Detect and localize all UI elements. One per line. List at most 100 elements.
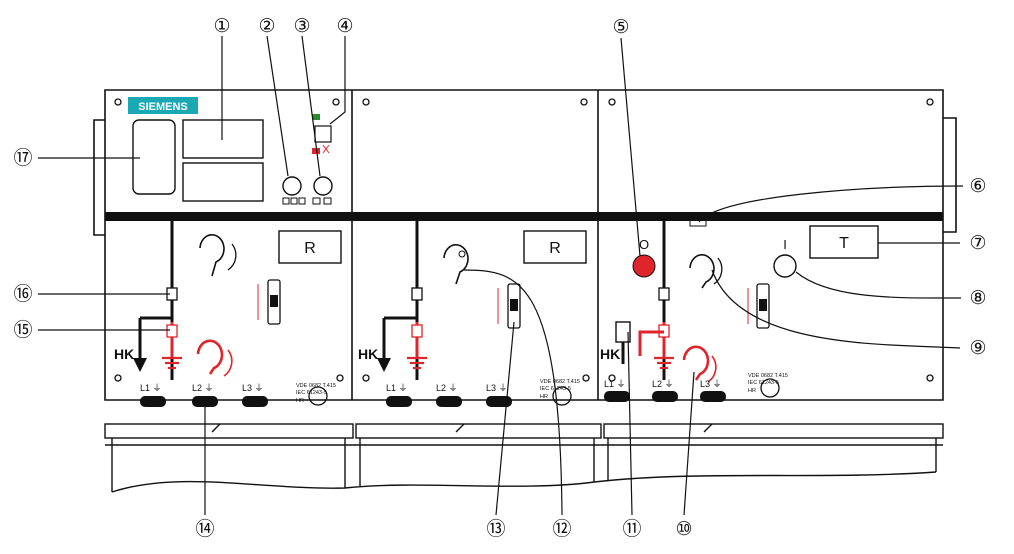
phase-l1-socket-3[interactable] xyxy=(604,391,630,402)
standard-text-1-3: VDE 0682 T.415 xyxy=(748,373,788,379)
left-side-handle xyxy=(93,119,105,236)
callout-5: ⑤ xyxy=(612,17,629,38)
phase-l1-label-2: L1 ⏚ xyxy=(386,383,408,393)
display-window-upper xyxy=(182,119,264,159)
panel-2-lower: R HK L1 ⏚ L2 ⏚ L3 ⏚ VDE 0682 T.415 IEC 6… xyxy=(358,221,587,407)
phase-l3-socket-2[interactable] xyxy=(486,396,512,407)
phase-l2-socket-3[interactable] xyxy=(652,391,678,402)
disconnector-operating-shaft[interactable] xyxy=(199,234,225,277)
hr-socket-2[interactable] xyxy=(552,386,572,406)
disconnector-operating-shaft-2[interactable] xyxy=(443,244,469,285)
panel-3-function-box xyxy=(809,225,879,259)
callout-14: ⑭ xyxy=(195,518,214,540)
hk-symbol-2: HK xyxy=(358,346,378,362)
ready-indicator-green xyxy=(312,114,320,120)
ready-indicator-window xyxy=(314,125,332,143)
socket-3[interactable] xyxy=(313,176,333,196)
standard-text-2-3: IEC 61243-5 xyxy=(748,380,779,386)
panel-1-lower: R HK L1 ⏚ L2 ⏚ L3 ⏚ VDE 0682 T.415 IEC 6… xyxy=(114,221,342,407)
earthing-symbol-3 xyxy=(654,356,674,370)
phase-l1-socket-2[interactable] xyxy=(386,396,412,407)
shaft-pin-2 xyxy=(458,250,466,258)
earthing-switch-symbol xyxy=(166,324,178,338)
panel-1-top: SIEMENS xyxy=(128,97,333,205)
circular-operating-arrow-icon xyxy=(227,243,237,271)
callout-4: ④ xyxy=(336,16,353,37)
hk-symbol: HK xyxy=(114,346,134,362)
callout-6: ⑥ xyxy=(969,176,986,197)
leader-lines xyxy=(38,35,964,516)
position-indicator-slider-2[interactable] xyxy=(510,299,518,311)
socket-symbol-a xyxy=(282,197,290,205)
phase-l3-label-2: L3 ⏚ xyxy=(486,383,508,393)
phase-l2-socket[interactable] xyxy=(192,396,218,407)
callout-10: ⑩ xyxy=(675,519,692,540)
disconnector-symbol-2 xyxy=(411,287,423,301)
siemens-logo xyxy=(128,97,198,114)
phase-l1-label-3: L1 ⏚ xyxy=(604,379,626,389)
disconnector-symbol-3 xyxy=(658,287,670,301)
siemens-logo-text: SIEMENS xyxy=(138,101,188,113)
position-indicator-slider[interactable] xyxy=(270,295,278,307)
right-side-handle xyxy=(943,117,957,233)
hr-socket-3[interactable] xyxy=(760,378,780,398)
phase-l2-socket-2[interactable] xyxy=(436,396,462,407)
close-button[interactable] xyxy=(773,254,797,278)
phase-l3-label: L3 ⏚ xyxy=(242,383,264,393)
callout-13: ⑬ xyxy=(486,518,505,540)
earthing-operating-shaft[interactable] xyxy=(196,339,224,375)
cable-compartment-covers xyxy=(104,423,944,493)
socket-symbol-b xyxy=(290,197,298,205)
cutaway-wave-line xyxy=(111,471,937,493)
earthing-operating-arrow-icon-3 xyxy=(707,355,717,383)
callout-16: ⑯ xyxy=(13,283,32,305)
phase-l3-socket[interactable] xyxy=(242,396,268,407)
hr-label-2: HR xyxy=(540,394,548,400)
callout-2: ② xyxy=(258,16,275,37)
arrow-down-icon xyxy=(133,358,147,372)
cabinet-outline xyxy=(104,89,944,401)
position-indicator-slot-3 xyxy=(756,283,770,329)
arrow-down-icon-2 xyxy=(377,358,391,372)
hk-symbol-3: HK xyxy=(600,346,620,362)
position-indicator-slot xyxy=(267,279,281,325)
callout-12: ⑫ xyxy=(552,518,571,540)
spring-charging-arrow-icon xyxy=(713,257,723,285)
callout-9: ⑨ xyxy=(969,338,986,359)
callout-17: ⑰ xyxy=(13,147,32,169)
spring-charging-shaft[interactable] xyxy=(689,254,715,289)
display-window-lower xyxy=(182,162,264,202)
callout-1: ① xyxy=(213,16,230,37)
hr-label-3: HR xyxy=(748,388,756,394)
panel-1-function-box xyxy=(278,230,342,264)
callout-11: ⑪ xyxy=(622,518,641,540)
standard-text-2: IEC 61243-5 xyxy=(296,390,327,396)
phase-l3-socket-3[interactable] xyxy=(700,391,726,402)
earthing-switch-symbol-2 xyxy=(411,324,423,338)
panel-1-function-label: R xyxy=(304,240,316,257)
cover-rail-1 xyxy=(104,423,354,439)
earthing-symbol-2 xyxy=(407,356,427,370)
panel-3-function-label: T xyxy=(839,235,849,252)
cover-rail-2 xyxy=(355,423,602,439)
socket-symbol-e xyxy=(323,197,332,205)
close-mark: I xyxy=(783,237,787,252)
panel-3-lower: T O I HK L1 ⏚ L2 ⏚ L3 ⏚ VDE 0682 T. xyxy=(600,219,879,402)
socket-2[interactable] xyxy=(282,176,302,196)
callout-8: ⑧ xyxy=(969,288,986,309)
ready-indicator-x xyxy=(322,144,330,154)
phase-l1-socket[interactable] xyxy=(140,396,166,407)
socket-symbol-d xyxy=(312,197,321,205)
earthing-operating-shaft-3[interactable] xyxy=(682,345,710,381)
cover-side-edges xyxy=(111,438,937,492)
cover-latches xyxy=(211,423,713,433)
hr-socket[interactable] xyxy=(308,386,328,406)
open-button[interactable] xyxy=(632,254,656,278)
callouts: ① ② ③ ④ ⑤ ⑥ ⑦ ⑧ ⑨ ⑩ ⑪ ⑫ ⑬ ⑭ ⑮ ⑯ ⑰ xyxy=(13,16,986,540)
earthing-symbol xyxy=(162,356,182,370)
spring-charge-symbol xyxy=(689,219,707,227)
earthing-operating-arrow-icon xyxy=(223,349,233,377)
position-indicator-slider-3[interactable] xyxy=(759,299,767,311)
phase-l2-label-2: L2 ⏚ xyxy=(436,383,458,393)
